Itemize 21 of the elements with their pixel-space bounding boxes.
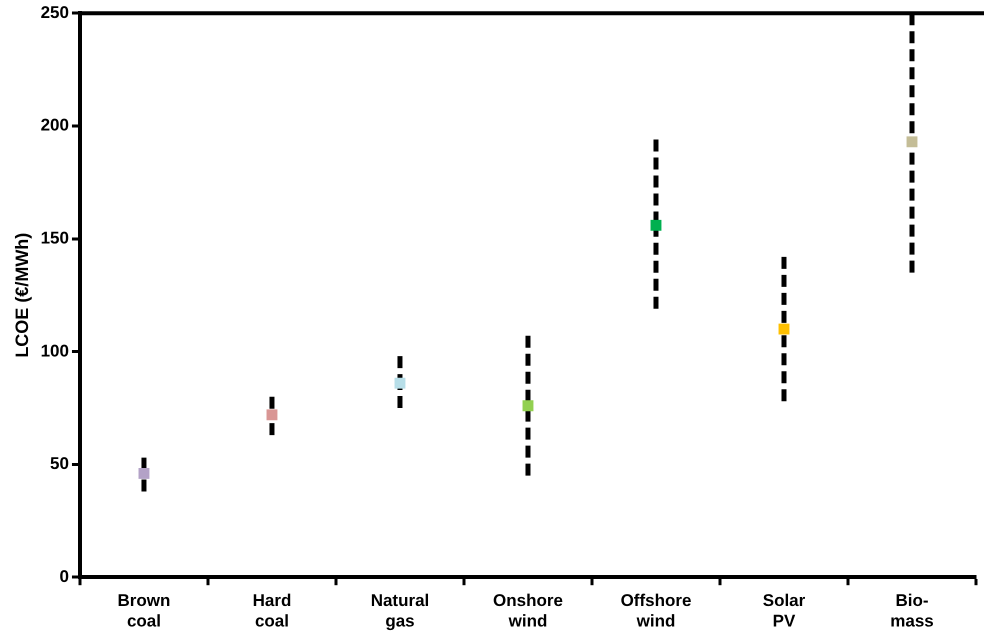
point bbox=[906, 136, 918, 148]
y-tick-label: 150 bbox=[40, 228, 69, 248]
y-axis-title: LCOE (€/MWh) bbox=[12, 232, 32, 358]
point bbox=[138, 468, 150, 479]
y-tick-label: 200 bbox=[40, 116, 69, 135]
x-tick-label: Onshore wind bbox=[493, 591, 563, 630]
x-tick-label: Brown coal bbox=[118, 591, 170, 630]
point bbox=[266, 409, 278, 420]
x-tick-label: Solar PV bbox=[762, 591, 806, 630]
x-tick-label: Offshore wind bbox=[620, 591, 692, 630]
point bbox=[522, 400, 534, 412]
y-tick-label: 250 bbox=[40, 2, 69, 22]
y-tick-label: 50 bbox=[50, 454, 69, 474]
x-tick-label: Hard coal bbox=[252, 591, 292, 630]
x-tick-label: Bio-mass bbox=[890, 591, 934, 630]
point bbox=[394, 378, 406, 389]
x-tick-label: Natural gas bbox=[370, 591, 430, 630]
y-tick-label: 0 bbox=[59, 566, 69, 586]
y-tick-label: 100 bbox=[40, 341, 69, 360]
point bbox=[650, 220, 662, 231]
point bbox=[778, 324, 790, 334]
